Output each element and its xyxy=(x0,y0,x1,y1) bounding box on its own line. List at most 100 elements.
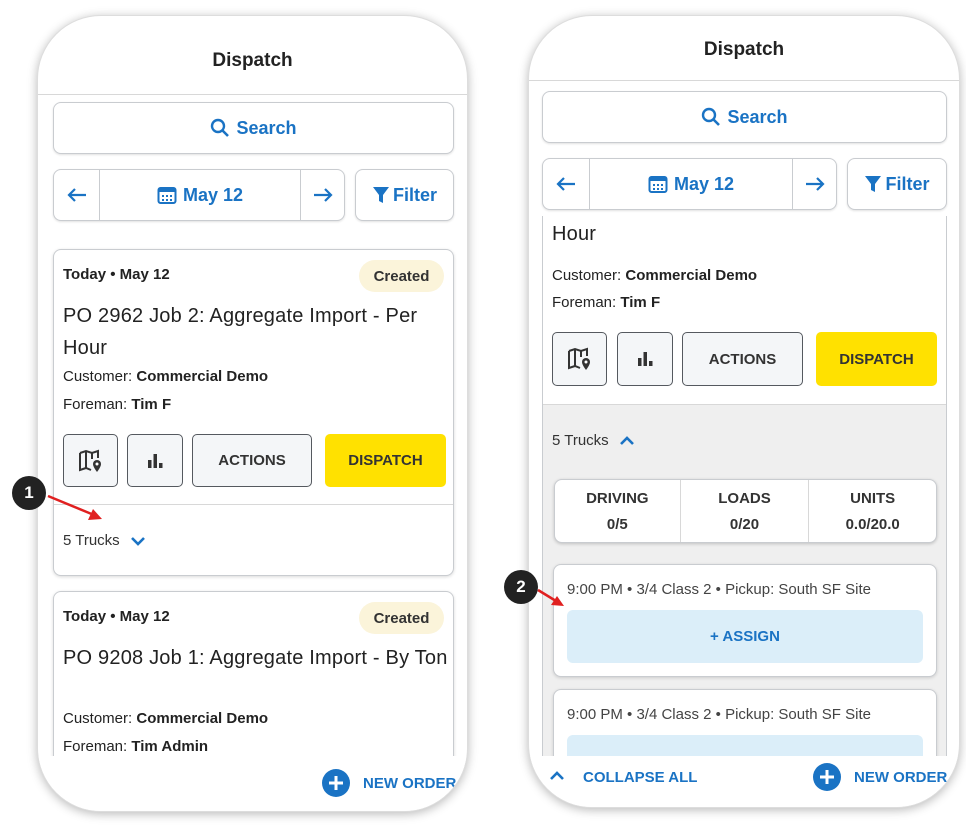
stat-label: LOADS xyxy=(718,490,771,507)
trucks-toggle[interactable]: 5 Trucks xyxy=(552,432,635,449)
date-picker[interactable]: May 12 xyxy=(100,170,300,220)
search-icon xyxy=(211,118,230,137)
customer-label: Customer: xyxy=(63,368,133,385)
customer-line: Customer: Commercial Demo xyxy=(63,367,268,387)
map-button[interactable] xyxy=(63,434,118,487)
stat-label: DRIVING xyxy=(586,490,649,507)
dispatch-button[interactable]: DISPATCH xyxy=(816,332,937,386)
trucks-toggle[interactable]: 5 Trucks xyxy=(63,532,146,549)
screen-title: Dispatch xyxy=(212,50,293,71)
divider xyxy=(38,94,467,95)
filter-icon xyxy=(372,187,389,203)
order-date: Today • May 12 xyxy=(63,266,170,283)
annotation-badge: 2 xyxy=(504,570,538,604)
divider xyxy=(300,170,301,220)
search-label: Search xyxy=(727,106,788,127)
foreman-name: Tim F xyxy=(620,294,661,311)
divider xyxy=(54,504,453,505)
plus-icon[interactable] xyxy=(813,763,841,791)
stats-panel: DRIVING 0/5 LOADS 0/20 UNITS 0.0/20.0 xyxy=(554,479,937,543)
foreman-line: Foreman: Tim Admin xyxy=(63,737,208,756)
date-label: May 12 xyxy=(673,173,735,194)
date-picker[interactable]: May 12 xyxy=(590,159,792,209)
phone-screen: Dispatch Search May 12 Filter Today • Ma… xyxy=(37,15,468,812)
arrow-left xyxy=(556,177,575,191)
prev-day[interactable] xyxy=(54,170,99,220)
chevron-up xyxy=(550,771,564,780)
collapse-all-button[interactable]: COLLAPSE ALL xyxy=(583,769,698,786)
stat-value: 0/5 xyxy=(606,516,628,533)
divider xyxy=(792,159,793,209)
order-title: PO 2962 Job 2: Aggregate Import - Per Ho… xyxy=(552,223,597,245)
divider xyxy=(529,80,959,81)
next-day[interactable] xyxy=(793,159,837,209)
filter-icon xyxy=(865,176,882,192)
divider xyxy=(99,170,100,220)
dispatch-button[interactable]: DISPATCH xyxy=(325,434,446,487)
foreman-label: Foreman: xyxy=(63,738,128,755)
new-order-button[interactable]: NEW ORDER xyxy=(854,769,948,786)
new-order-button[interactable]: NEW ORDER xyxy=(363,775,457,792)
bottom-bar: NEW ORDER xyxy=(38,756,467,811)
trip-summary: 9:00 PM • 3/4 Class 2 • Pickup: South SF… xyxy=(567,581,871,598)
stat-value: 0.0/20.0 xyxy=(845,516,900,533)
customer-name: Commercial Demo xyxy=(625,267,758,284)
bar-chart-icon xyxy=(148,453,163,468)
stat: LOADS 0/20 xyxy=(681,480,810,542)
trip-card: 9:00 PM • 3/4 Class 2 • Pickup: South SF… xyxy=(553,564,937,677)
date-bar: May 12 xyxy=(53,169,345,221)
stat: DRIVING 0/5 xyxy=(555,480,681,542)
bar-chart-icon xyxy=(638,352,653,366)
stats-button[interactable] xyxy=(127,434,183,487)
foreman-name: Tim F xyxy=(131,396,172,413)
calendar-icon xyxy=(648,176,668,193)
next-day[interactable] xyxy=(301,170,345,220)
phone-screen: Dispatch Search May 12 Filter PO 2962 Jo… xyxy=(528,15,960,808)
search-icon xyxy=(702,107,721,126)
order-title: PO 9208 Job 1: Aggregate Import - By Ton xyxy=(63,647,448,669)
order-title: PO 2962 Job 2: Aggregate Import - Per Ho… xyxy=(63,305,418,359)
actions-button[interactable]: ACTIONS xyxy=(682,332,803,386)
order-card: PO 2962 Job 2: Aggregate Import - Per Ho… xyxy=(542,216,947,756)
order-list: Today • May 12 Created PO 2962 Job 2: Ag… xyxy=(38,95,467,756)
status-pill: Created xyxy=(359,260,444,292)
foreman-name: Tim Admin xyxy=(131,738,209,755)
prev-day[interactable] xyxy=(543,159,589,209)
annotation-arrow xyxy=(537,588,564,606)
assign-button[interactable] xyxy=(567,735,923,756)
filter-button[interactable]: Filter xyxy=(355,169,454,221)
order-card: Today • May 12 Created PO 9208 Job 1: Ag… xyxy=(53,591,454,756)
search-label: Search xyxy=(236,117,297,138)
bottom-bar: COLLAPSE ALL NEW ORDER xyxy=(529,756,959,807)
customer-label: Customer: xyxy=(552,267,622,284)
foreman-line: Foreman: Tim F xyxy=(63,395,171,415)
order-list: PO 2962 Job 2: Aggregate Import - Per Ho… xyxy=(529,216,959,756)
filter-label: Filter xyxy=(885,173,930,194)
stats-button[interactable] xyxy=(617,332,673,386)
screen-title: Dispatch xyxy=(703,39,785,60)
trip-summary: 9:00 PM • 3/4 Class 2 • Pickup: South SF… xyxy=(567,706,871,723)
assign-button[interactable]: + ASSIGN xyxy=(567,610,923,663)
customer-label: Customer: xyxy=(63,710,133,727)
annotation-badge: 1 xyxy=(12,476,46,510)
plus-icon[interactable] xyxy=(322,769,350,797)
customer-line: Customer: Commercial Demo xyxy=(63,709,268,729)
arrow-left xyxy=(66,188,86,202)
map-icon xyxy=(78,449,101,472)
date-label: May 12 xyxy=(182,184,244,205)
trucks-count: 5 Trucks xyxy=(552,432,609,449)
foreman-label: Foreman: xyxy=(552,294,617,311)
customer-line: Customer: Commercial Demo xyxy=(552,266,757,286)
search-button[interactable]: Search xyxy=(53,102,454,154)
chevron-down xyxy=(130,536,145,546)
actions-button[interactable]: ACTIONS xyxy=(192,434,312,487)
filter-button[interactable]: Filter xyxy=(847,158,947,210)
foreman-label: Foreman: xyxy=(63,396,128,413)
stat: UNITS 0.0/20.0 xyxy=(809,480,936,542)
filter-label: Filter xyxy=(392,184,437,205)
map-button[interactable] xyxy=(552,332,607,386)
foreman-line: Foreman: Tim F xyxy=(552,293,660,313)
order-date: Today • May 12 xyxy=(63,608,170,625)
search-button[interactable]: Search xyxy=(542,91,947,143)
